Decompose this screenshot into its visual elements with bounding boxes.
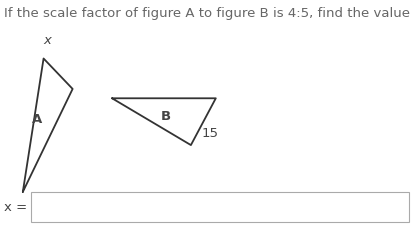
Text: B: B [161, 110, 171, 124]
Text: A: A [32, 113, 42, 126]
Text: x =: x = [4, 201, 27, 214]
Bar [31, 192, 409, 222]
Text: 15: 15 [201, 127, 218, 140]
Text: x: x [44, 34, 51, 47]
Text: If the scale factor of figure A to figure B is 4:5, find the value of x.: If the scale factor of figure A to figur… [4, 7, 415, 20]
